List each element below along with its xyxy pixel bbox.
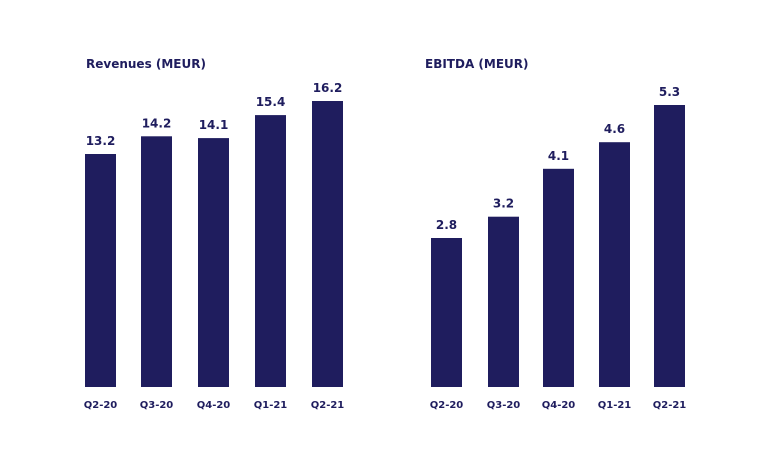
ebitda-bar-q1-21	[599, 142, 630, 387]
ebitda-chart: EBITDA (MEUR) 2.8 Q2-20 3.2 Q3-20 4.1 Q4-20 4.…	[425, 57, 686, 411]
revenues-tick-label: Q2-20	[84, 400, 118, 411]
ebitda-tick-label: Q3-20	[487, 400, 521, 411]
ebitda-tick-label: Q4-20	[542, 400, 576, 411]
ebitda-value-label: 4.6	[604, 122, 625, 136]
ebitda-bar-q2-20	[431, 238, 462, 387]
revenues-value-label: 14.1	[199, 118, 229, 132]
revenues-tick-label: Q2-21	[311, 400, 345, 411]
revenues-value-label: 16.2	[313, 81, 343, 95]
revenues-bar-q2-20	[85, 154, 116, 387]
ebitda-bar-q3-20	[488, 216, 519, 387]
ebitda-value-label: 5.3	[659, 85, 680, 99]
ebitda-tick-label: Q1-21	[598, 400, 632, 411]
revenues-tick-label: Q3-20	[140, 400, 174, 411]
revenues-value-label: 13.2	[86, 134, 116, 148]
revenues-bar-q3-20	[141, 136, 172, 387]
revenues-value-label: 15.4	[256, 95, 286, 109]
ebitda-value-label: 3.2	[493, 197, 514, 211]
ebitda-chart-title: EBITDA (MEUR)	[425, 57, 529, 71]
revenues-tick-label: Q4-20	[197, 400, 231, 411]
ebitda-bar-q2-21	[654, 105, 685, 387]
ebitda-bar-q4-20	[543, 168, 574, 387]
revenues-bar-q4-20	[198, 138, 229, 387]
ebitda-tick-label: Q2-21	[653, 400, 687, 411]
revenues-value-label: 14.2	[142, 116, 172, 130]
revenues-chart: Revenues (MEUR) 13.2 Q2-20 14.2 Q3-20 14.1 Q4…	[84, 57, 345, 411]
ebitda-value-label: 4.1	[548, 149, 569, 163]
ebitda-value-label: 2.8	[436, 218, 457, 232]
revenues-tick-label: Q1-21	[254, 400, 288, 411]
revenues-bar-q1-21	[255, 115, 286, 387]
revenues-chart-title: Revenues (MEUR)	[86, 57, 206, 71]
ebitda-tick-label: Q2-20	[430, 400, 464, 411]
revenues-bar-q2-21	[312, 101, 343, 387]
